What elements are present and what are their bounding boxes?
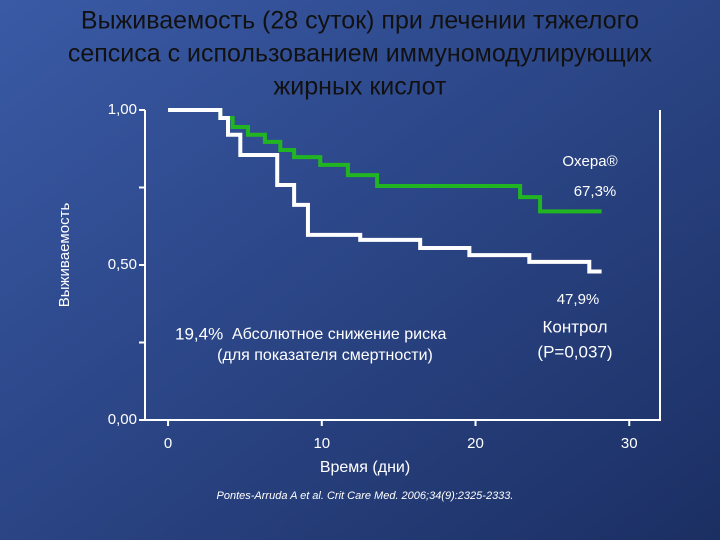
risk-note: (для показателя смертности) (217, 347, 433, 364)
y-axis-label: Выживаемость (56, 203, 73, 308)
x-tick-label: 20 (467, 435, 484, 452)
x-tick-label: 0 (164, 435, 172, 452)
risk-text: Абсолютное снижение риска (232, 326, 446, 343)
p-value: (P=0,037) (537, 342, 612, 361)
survival-line (168, 108, 602, 274)
end-label: 47,9% (557, 291, 600, 308)
series-label: Oxepa® (562, 153, 617, 170)
x-axis-label: Время (дни) (320, 459, 410, 476)
end-label: 67,3% (574, 183, 617, 200)
y-tick-label: 0,00 (108, 411, 137, 428)
survival-line (168, 108, 602, 214)
x-tick-label: 30 (621, 435, 638, 452)
risk-value: 19,4% (175, 324, 223, 343)
y-tick-label: 0,50 (108, 256, 137, 273)
y-tick-label: 1,00 (108, 101, 137, 118)
series-label: Контрол (543, 317, 608, 336)
title-line: жирных кислот (274, 73, 447, 101)
title-line: сепсиса с использованием иммуномодулирую… (68, 40, 653, 68)
citation: Pontes-Arruda A et al. Crit Care Med. 20… (217, 490, 514, 502)
x-tick-label: 10 (313, 435, 330, 452)
title-line: Выживаемость (28 суток) при лечении тяже… (81, 7, 639, 35)
